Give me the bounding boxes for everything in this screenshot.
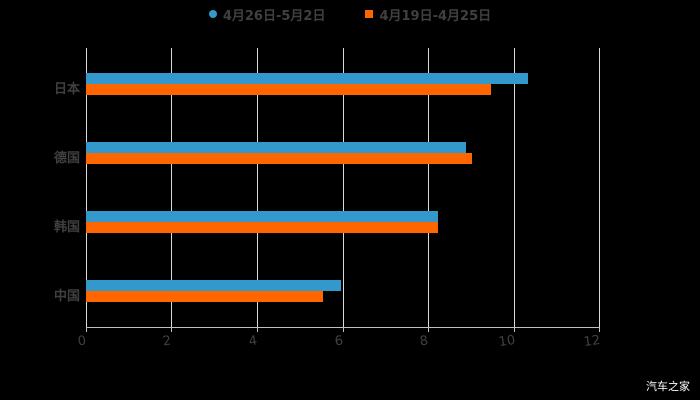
x-tick-label: 12 (582, 332, 602, 351)
gridline (599, 48, 600, 328)
bar-china-series2[interactable] (86, 291, 323, 302)
legend-label-series1: 4月26日-5月2日 (222, 8, 326, 24)
category-label-china: 中国 (53, 289, 80, 304)
category-label-germany: 德国 (53, 151, 80, 166)
gridline (171, 48, 172, 328)
x-tick (257, 327, 258, 332)
bar-germany-series2[interactable] (86, 153, 472, 164)
category-label-korea: 韩国 (53, 220, 80, 235)
bar-china-series1[interactable] (86, 280, 341, 291)
x-tick (599, 327, 600, 332)
x-tick-label: 2 (161, 333, 173, 350)
watermark: 汽车之家 (646, 380, 690, 393)
legend-item-series1[interactable]: 4月26日-5月2日 (208, 4, 326, 24)
legend-item-series2[interactable]: 4月19日-4月25日 (365, 4, 491, 24)
x-tick-label: 0 (76, 333, 88, 350)
legend-marker-blue-icon (208, 10, 217, 18)
gridline (86, 48, 87, 328)
x-tick-label: 8 (418, 333, 430, 350)
x-tick (86, 327, 87, 332)
x-tick (343, 327, 344, 332)
gridline (343, 48, 344, 328)
x-tick (428, 327, 429, 332)
x-tick-label: 4 (247, 333, 259, 350)
chart-legend: 4月26日-5月2日 4月19日-4月25日 (0, 4, 700, 24)
plot-area (86, 48, 600, 328)
x-tick-label: 10 (497, 332, 517, 351)
x-tick (171, 327, 172, 332)
bar-korea-series1[interactable] (86, 211, 438, 222)
bar-germany-series1[interactable] (86, 142, 466, 153)
gridline (257, 48, 258, 328)
legend-label-series2: 4月19日-4月25日 (379, 8, 492, 24)
x-tick-label: 6 (333, 333, 345, 350)
bar-japan-series2[interactable] (86, 84, 491, 95)
gridline (428, 48, 429, 328)
gridline (514, 48, 515, 328)
legend-marker-orange-icon (365, 10, 374, 18)
bar-korea-series2[interactable] (86, 222, 438, 233)
bar-japan-series1[interactable] (86, 73, 528, 84)
x-tick (514, 327, 515, 332)
category-label-japan: 日本 (53, 82, 80, 97)
